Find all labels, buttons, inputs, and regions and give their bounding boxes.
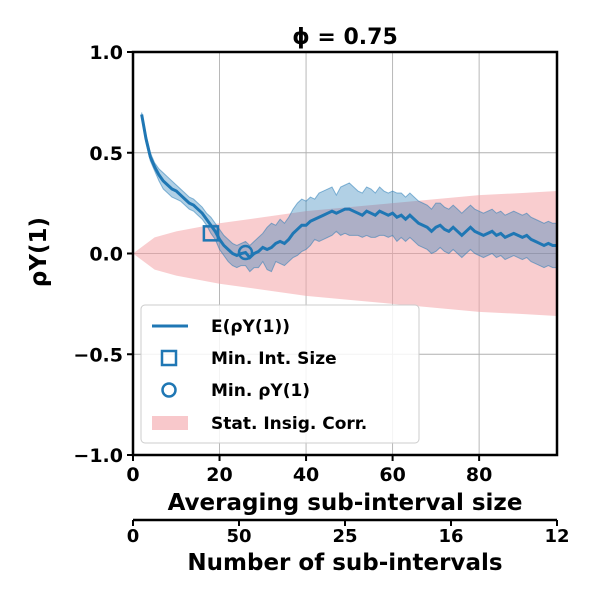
marker-min-int-size: [202, 225, 220, 242]
y-tick-label-1: 0.5: [89, 143, 123, 165]
y-tick-label-0: 1.0: [89, 42, 123, 64]
y-tick-label-3: −0.5: [73, 344, 123, 366]
plot-area: 0 20 40 60 80 1.0 0.5 0.0 −0.5 −1.0 E(ρY(1)) Min. I…: [73, 42, 559, 486]
secondary-tick-label-1: 50: [226, 526, 251, 547]
x-tick-label-1: 20: [206, 464, 232, 486]
y-axis-label: ρY(1): [26, 217, 52, 287]
secondary-tick-label-4: 12: [544, 526, 569, 547]
x-tick-label-2: 40: [293, 464, 319, 486]
legend-label-2: Min. ρY(1): [211, 381, 310, 401]
legend-swatch-circle: [161, 382, 177, 398]
legend: E(ρY(1)) Min. Int. Size Min. ρY(1) Stat. In…: [140, 304, 420, 444]
secondary-tick-label-3: 16: [438, 526, 463, 547]
secondary-axis-ticks: 0 50 25 16 12: [127, 520, 570, 547]
secondary-tick-label-2: 25: [332, 526, 357, 547]
y-tick-label-4: −1.0: [73, 445, 123, 467]
x-axis-label: Averaging sub-interval size: [168, 490, 523, 516]
x-tick-label-0: 0: [126, 464, 139, 486]
x-tick-label-4: 80: [466, 464, 492, 486]
legend-box: [140, 304, 420, 444]
spread-band: [141, 112, 557, 273]
legend-label-0: E(ρY(1)): [211, 317, 290, 337]
chart-title: ϕ = 0.75: [292, 25, 398, 50]
secondary-tick-label-0: 0: [127, 526, 140, 547]
legend-swatch-square: [160, 349, 178, 367]
secondary-axis-label: Number of sub-intervals: [187, 550, 502, 576]
legend-label-1: Min. Int. Size: [211, 349, 337, 369]
legend-swatch-patch: [152, 416, 188, 430]
insignificant-band: [133, 191, 557, 316]
legend-label-3: Stat. Insig. Corr.: [211, 414, 367, 434]
x-tick-label-3: 60: [379, 464, 405, 486]
marker-min-rho: [237, 244, 254, 261]
y-tick-label-2: 0.0: [89, 244, 123, 266]
plot-content: [133, 52, 557, 455]
